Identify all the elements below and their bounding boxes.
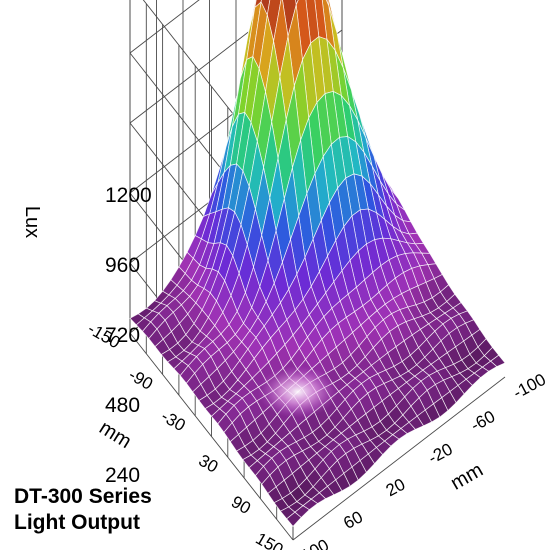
z-tick-label: 240 bbox=[105, 464, 140, 487]
surface-highlight bbox=[257, 365, 338, 418]
y-tick-label: -20 bbox=[425, 439, 456, 467]
title-line-2: Light Output bbox=[14, 511, 140, 534]
z-tick-label: 960 bbox=[105, 254, 140, 277]
y-tick-label: -60 bbox=[468, 407, 499, 435]
y-axis-label: mm bbox=[447, 459, 487, 495]
surface-mesh bbox=[129, 0, 506, 527]
x-tick-label: 90 bbox=[228, 492, 254, 518]
z-tick-label: 480 bbox=[105, 394, 140, 417]
x-tick-label: -90 bbox=[125, 365, 156, 394]
x-tick-label: -30 bbox=[158, 407, 189, 436]
x-axis-label: mm bbox=[95, 417, 135, 453]
grid-line bbox=[129, 0, 200, 54]
y-tick-label: 100 bbox=[298, 535, 332, 550]
z-axis-label: Lux bbox=[21, 206, 43, 238]
y-tick-label: 20 bbox=[383, 475, 409, 501]
grid-line bbox=[292, 376, 506, 541]
chart-title: DT-300 Series Light Output bbox=[14, 484, 152, 536]
x-tick-label: 150 bbox=[252, 529, 286, 550]
y-tick-label: -100 bbox=[510, 370, 549, 403]
surface-cell bbox=[286, 511, 302, 527]
x-tick-label: 30 bbox=[195, 451, 221, 477]
y-tick-label: 60 bbox=[340, 507, 366, 533]
z-tick-label: 720 bbox=[105, 324, 140, 347]
title-line-1: DT-300 Series bbox=[14, 485, 152, 508]
z-tick-label: 1200 bbox=[105, 184, 152, 207]
